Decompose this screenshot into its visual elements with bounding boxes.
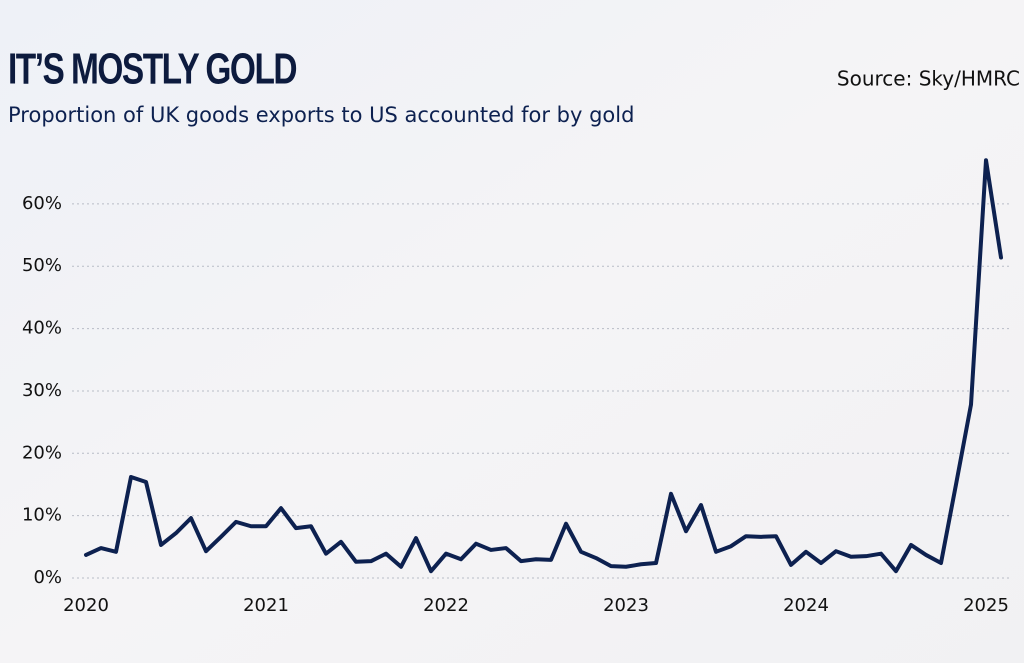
x-tick-label: 2020 <box>63 595 109 616</box>
source: Source: Sky/HMRC <box>837 67 1020 91</box>
x-tick-label: 2022 <box>423 595 469 616</box>
y-tick-label: 0% <box>33 567 62 588</box>
y-tick-label: 60% <box>22 193 62 214</box>
y-tick-label: 20% <box>22 442 62 463</box>
subtitle: Proportion of UK goods exports to US acc… <box>8 103 634 127</box>
x-tick-label: 2023 <box>603 595 649 616</box>
y-tick-label: 30% <box>22 380 62 401</box>
x-tick-label: 2025 <box>963 595 1009 616</box>
y-tick-label: 40% <box>22 318 62 339</box>
x-tick-label: 2021 <box>243 595 289 616</box>
chart-title: IT’S MOSTLY GOLD <box>8 45 296 94</box>
y-tick-label: 50% <box>22 255 62 276</box>
data-line <box>84 158 1003 574</box>
y-tick-label: 10% <box>22 505 62 526</box>
x-tick-label: 2024 <box>783 595 829 616</box>
